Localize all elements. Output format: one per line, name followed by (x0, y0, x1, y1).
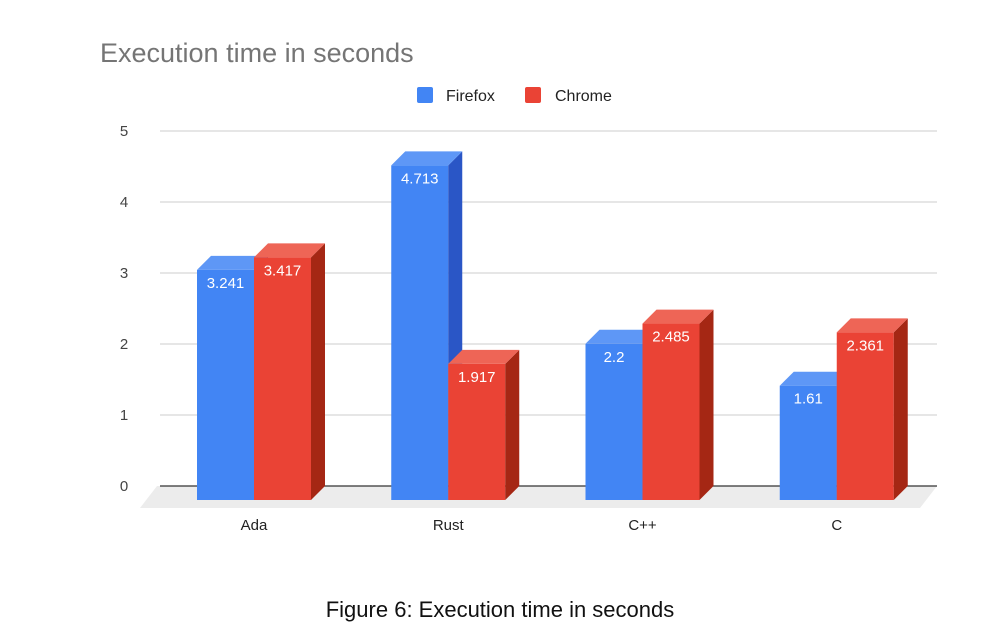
bar-chrome-rust-side (505, 349, 520, 500)
bar-firefox-c-top (779, 371, 851, 386)
chart-title: Execution time in seconds (100, 38, 414, 68)
bar-firefox-cplusplus-top (585, 329, 657, 344)
data-label-chrome-ada: 3.417 (264, 262, 302, 279)
bar-chrome-ada (254, 257, 311, 500)
bar-chrome-rust-top (448, 349, 520, 364)
bar-chrome-c-top (836, 318, 908, 333)
data-label-firefox-c: 1.61 (794, 391, 823, 408)
legend-swatch-chrome (525, 87, 541, 103)
legend-label-firefox: Firefox (446, 88, 495, 105)
bar-firefox-ada (197, 269, 254, 500)
x-category-rust: Rust (433, 517, 465, 534)
bar-chrome-cplusplus (642, 323, 700, 500)
bar-chrome-ada-top (254, 243, 325, 258)
x-category-cplusplus: C++ (628, 517, 657, 534)
y-tick-3: 3 (120, 265, 128, 282)
bar-chrome-c (836, 332, 894, 500)
legend: Firefox Chrome (417, 87, 612, 105)
y-axis-ticks: 0 1 2 3 4 5 (120, 123, 128, 495)
bar-firefox-ada-top (197, 255, 268, 270)
y-tick-5: 5 (120, 123, 128, 140)
y-tick-0: 0 (120, 478, 128, 495)
legend-label-chrome: Chrome (555, 88, 612, 105)
x-category-c: C (831, 517, 842, 534)
y-tick-2: 2 (120, 336, 128, 353)
x-category-ada: Ada (241, 517, 268, 534)
x-axis-categories: Ada Rust C++ C (241, 517, 843, 534)
data-labels: 3.241 3.417 4.713 1.917 2.2 2.485 1.61 2.361 (207, 170, 884, 407)
y-tick-4: 4 (120, 194, 128, 211)
data-label-firefox-cplusplus: 2.2 (604, 349, 625, 366)
figure-caption: Figure 6: Execution time in seconds (325, 597, 675, 622)
data-label-chrome-rust: 1.917 (458, 369, 496, 386)
legend-swatch-firefox (417, 87, 433, 103)
y-tick-1: 1 (120, 407, 128, 424)
data-label-firefox-rust: 4.713 (401, 170, 439, 187)
bar-firefox-c (779, 385, 837, 500)
bar-chrome-c-side (893, 318, 908, 500)
bar-chrome-ada-side (311, 243, 325, 500)
bar-chrome-rust (448, 363, 506, 500)
bar-chrome-cplusplus-side (699, 309, 714, 500)
bars (197, 151, 908, 500)
data-label-chrome-cplusplus: 2.485 (652, 329, 690, 346)
data-label-firefox-ada: 3.241 (207, 275, 245, 292)
data-label-chrome-c: 2.361 (846, 337, 884, 354)
bar-firefox-rust-top (391, 151, 463, 166)
bar-chrome-cplusplus-top (642, 309, 714, 324)
bar-firefox-rust (391, 165, 449, 500)
chart-floor (140, 486, 937, 508)
bar-firefox-cplusplus (585, 343, 643, 500)
